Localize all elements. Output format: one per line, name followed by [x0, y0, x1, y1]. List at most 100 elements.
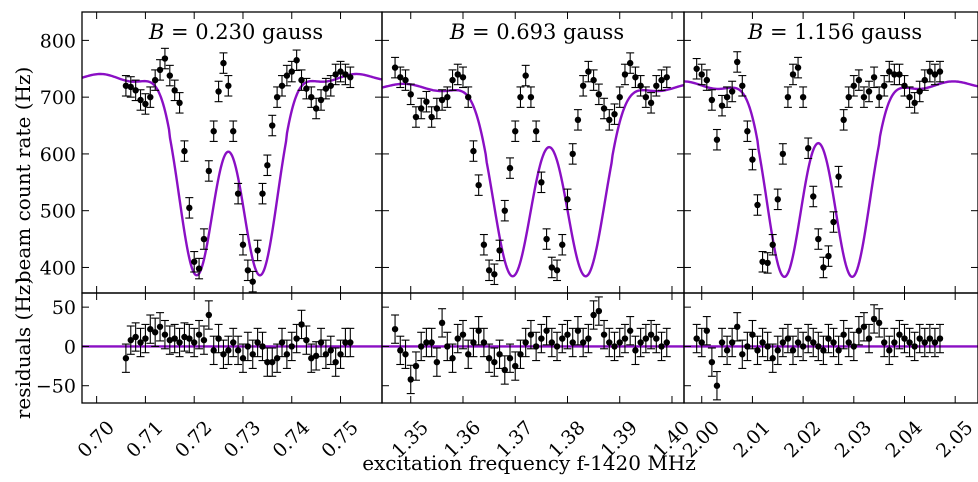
- y-tick-label: 800: [40, 30, 76, 52]
- residual-point: [332, 358, 339, 366]
- data-points: [692, 51, 944, 279]
- residual-point: [815, 343, 822, 350]
- residual-point: [215, 335, 222, 342]
- data-point: [734, 58, 741, 66]
- data-point: [475, 181, 482, 189]
- residual-point: [574, 327, 582, 334]
- residual-point: [616, 339, 623, 346]
- data-point: [132, 87, 139, 94]
- residual-point: [830, 339, 837, 346]
- residual-point: [412, 362, 420, 370]
- panel-title-value: = 0.230 gauss: [164, 20, 323, 44]
- residual-point: [548, 339, 556, 346]
- residual-point: [142, 335, 149, 342]
- residual-point: [230, 339, 237, 346]
- residual-point: [293, 335, 300, 342]
- data-point: [764, 259, 771, 267]
- data-point: [845, 93, 852, 101]
- residual-point: [774, 347, 781, 354]
- residual-point: [840, 331, 847, 338]
- data-point: [127, 83, 134, 91]
- residual-point: [322, 351, 330, 358]
- residual-point: [703, 327, 711, 334]
- data-point: [616, 93, 623, 101]
- data-point: [181, 147, 188, 155]
- panel-3: 2.00 2.01 2.02 2.03 2.04 2.05B = 1.156 gauss: [679, 11, 978, 462]
- data-point: [789, 71, 797, 78]
- data-point: [417, 105, 425, 112]
- residual-point: [590, 311, 597, 319]
- residual-point: [397, 347, 404, 354]
- residual-point: [632, 347, 639, 354]
- residual-point: [820, 347, 827, 354]
- data-point: [166, 72, 174, 79]
- residual-point: [764, 343, 771, 350]
- data-point: [574, 116, 582, 124]
- data-point: [744, 128, 751, 135]
- residual-point: [784, 335, 792, 342]
- data-point: [293, 57, 300, 64]
- data-point: [642, 93, 650, 101]
- data-point: [347, 74, 354, 81]
- residual-point: [626, 327, 634, 334]
- data-point: [506, 164, 514, 172]
- residual-point: [860, 323, 868, 330]
- residual-point: [480, 339, 488, 346]
- panel-1: 0.70 0.71 0.72 0.73 0.74 0.75400500600700800−…: [36, 11, 383, 462]
- data-point: [210, 128, 217, 135]
- x-tick-label: 2.01: [729, 417, 774, 462]
- data-point: [590, 76, 597, 84]
- residual-point: [190, 339, 198, 346]
- data-point: [454, 71, 461, 78]
- data-point: [569, 150, 576, 158]
- residual-point: [886, 347, 893, 354]
- residual-point: [465, 351, 472, 358]
- residual-point: [553, 343, 561, 350]
- residual-point: [454, 335, 461, 342]
- residual-point: [147, 325, 154, 333]
- data-point: [501, 207, 508, 214]
- residual-point: [259, 343, 266, 350]
- residual-point: [759, 339, 766, 346]
- residual-point: [865, 335, 873, 342]
- data-point: [527, 93, 535, 101]
- data-point: [728, 88, 736, 95]
- residual-point: [234, 347, 242, 354]
- data-point: [886, 68, 893, 75]
- residual-point: [308, 355, 315, 362]
- data-point: [564, 196, 571, 203]
- residual-point: [205, 311, 213, 319]
- residual-points: [121, 300, 355, 377]
- panel-2: 1.35 1.36 1.37 1.38 1.39 1.40B = 0.693 gauss: [381, 11, 694, 462]
- residual-point: [637, 339, 644, 346]
- residual-point: [926, 335, 934, 342]
- y-tick-label: −50: [36, 376, 76, 398]
- residual-point: [501, 366, 508, 374]
- data-point: [137, 96, 144, 104]
- data-point: [244, 267, 252, 274]
- data-point: [491, 271, 498, 278]
- residual-point: [850, 343, 858, 350]
- y-tick-label: 400: [40, 257, 76, 279]
- data-point: [327, 82, 334, 89]
- residual-point: [239, 355, 247, 362]
- residual-point: [407, 376, 414, 383]
- residual-point: [438, 319, 446, 327]
- data-point: [739, 82, 746, 89]
- residual-point: [122, 355, 130, 362]
- residual-point: [347, 339, 354, 346]
- data-point: [891, 71, 898, 78]
- data-point: [698, 71, 705, 78]
- data-point: [637, 82, 644, 89]
- data-point: [626, 59, 634, 67]
- data-point: [896, 71, 903, 78]
- data-point: [230, 128, 237, 135]
- data-point: [249, 278, 256, 285]
- data-point: [142, 100, 149, 108]
- residual-point: [931, 339, 939, 346]
- residual-point: [621, 335, 629, 342]
- data-point: [663, 74, 670, 81]
- y-tick-label: 700: [40, 87, 76, 109]
